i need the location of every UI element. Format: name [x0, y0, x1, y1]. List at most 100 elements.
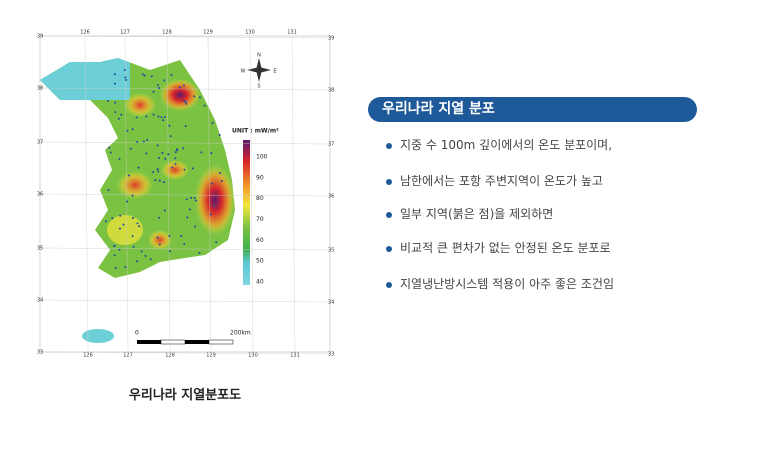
- station: [203, 104, 206, 107]
- station: [114, 101, 117, 104]
- station: [106, 99, 109, 102]
- station: [210, 152, 213, 155]
- station: [114, 111, 117, 114]
- panel-title: 우리나라 지열 분포: [368, 97, 697, 122]
- latitude-label: 36: [37, 192, 43, 198]
- station: [168, 250, 171, 253]
- compass-rose: [247, 58, 271, 82]
- station: [163, 209, 166, 212]
- station: [161, 151, 164, 154]
- latitude-label: 34: [328, 300, 334, 306]
- station: [182, 84, 185, 87]
- station: [209, 213, 212, 216]
- longitude-label: 130: [248, 353, 258, 359]
- station: [108, 146, 111, 149]
- station: [141, 73, 144, 76]
- compass-label: S: [257, 84, 260, 90]
- station: [136, 260, 139, 263]
- station: [128, 174, 131, 177]
- station: [215, 241, 218, 244]
- station: [194, 225, 197, 228]
- station: [118, 248, 121, 251]
- station: [132, 245, 135, 248]
- station: [124, 266, 127, 269]
- station: [198, 251, 201, 254]
- station: [156, 84, 159, 87]
- latitude-label: 34: [37, 298, 43, 304]
- station: [163, 79, 166, 82]
- station: [184, 100, 187, 103]
- meridian: [207, 35, 212, 353]
- station: [137, 166, 140, 169]
- station: [138, 225, 141, 228]
- station: [131, 194, 134, 197]
- latitude-label: 36: [328, 194, 334, 200]
- station: [125, 79, 128, 82]
- station: [175, 148, 178, 151]
- station: [195, 199, 198, 202]
- station: [158, 87, 161, 90]
- station: [113, 254, 116, 257]
- station: [162, 181, 165, 184]
- station: [117, 117, 120, 120]
- station: [126, 129, 129, 132]
- station: [109, 151, 112, 154]
- station: [120, 113, 123, 116]
- station: [219, 171, 222, 174]
- station: [174, 162, 177, 165]
- station: [119, 227, 122, 230]
- station: [182, 147, 185, 150]
- longitude-label: 126: [83, 353, 93, 359]
- scale-label: 200km: [230, 330, 251, 337]
- station: [160, 116, 163, 119]
- parallel: [39, 87, 331, 91]
- station: [169, 135, 172, 138]
- station: [119, 214, 122, 217]
- parallel: [39, 299, 331, 303]
- station: [156, 236, 159, 239]
- station: [174, 157, 177, 160]
- longitude-label: 129: [206, 353, 216, 359]
- station: [193, 197, 196, 200]
- station: [167, 153, 170, 156]
- station: [105, 220, 108, 223]
- legend-tick: 100: [256, 154, 268, 161]
- station: [178, 86, 181, 89]
- land: [40, 58, 235, 278]
- station: [136, 222, 139, 225]
- station: [168, 235, 171, 238]
- parallel: [39, 141, 331, 145]
- legend-tick: 50: [256, 258, 264, 265]
- station: [174, 151, 177, 154]
- longitude-label: 130: [245, 30, 255, 36]
- station: [156, 144, 159, 147]
- station: [154, 179, 157, 182]
- latitude-label: 37: [37, 140, 43, 146]
- station: [113, 82, 116, 85]
- station: [145, 115, 148, 118]
- station: [131, 216, 134, 219]
- station: [126, 200, 129, 203]
- station: [188, 208, 191, 211]
- station: [220, 179, 223, 182]
- station: [144, 255, 147, 258]
- station: [118, 157, 121, 160]
- scale-label: 0: [135, 330, 139, 337]
- longitude-label: 126: [80, 30, 90, 36]
- latitude-label: 35: [328, 248, 334, 254]
- station: [158, 216, 161, 219]
- station: [142, 140, 145, 143]
- longitude-label: 129: [203, 30, 213, 36]
- legend-tick: 60: [256, 237, 264, 244]
- station: [145, 152, 148, 155]
- station: [129, 147, 132, 150]
- station: [123, 69, 126, 72]
- meridian: [84, 35, 89, 353]
- station: [186, 216, 189, 219]
- station: [157, 170, 160, 173]
- station: [185, 102, 188, 105]
- caption: 우리나라 지열분포도: [128, 388, 242, 403]
- parallel: [39, 193, 331, 197]
- station: [190, 196, 193, 199]
- station: [183, 168, 186, 171]
